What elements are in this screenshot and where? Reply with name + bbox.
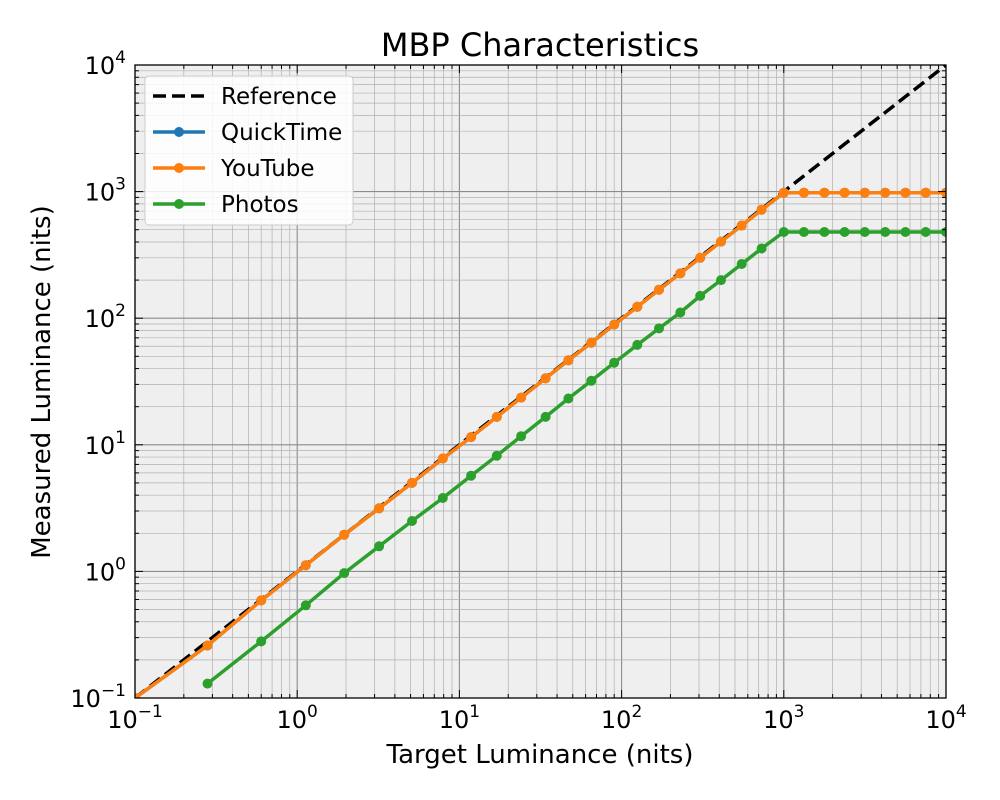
data-point-photos [654, 323, 664, 334]
data-point-youtube [695, 252, 706, 263]
data-point-photos [540, 411, 551, 422]
tick-labels: 10−1 100 101 102 103 104 10−1 100 101 102 103 104 [70, 48, 966, 734]
data-point-youtube [839, 187, 850, 198]
data-point-photos [609, 357, 620, 368]
legend-marker [174, 199, 184, 209]
data-point-photos [736, 259, 747, 269]
data-point-youtube [859, 187, 870, 198]
data-point-photos [407, 516, 417, 526]
data-point-photos [563, 393, 574, 404]
data-point-photos [466, 470, 477, 481]
x-tick-label: 10−1 [107, 702, 163, 734]
data-point-photos [900, 227, 911, 237]
data-point-photos [880, 227, 891, 237]
x-tick-label: 102 [601, 702, 642, 734]
data-point-youtube [256, 595, 267, 606]
data-point-youtube [437, 453, 448, 464]
y-tick-label: 103 [85, 175, 126, 207]
x-axis-label: Target Luminance (nits) [386, 740, 694, 770]
data-point-youtube [736, 220, 747, 231]
data-point-photos [920, 227, 931, 237]
data-point-youtube [135, 693, 140, 698]
data-point-youtube [716, 236, 726, 247]
data-point-youtube [339, 529, 350, 540]
chart-title: MBP Characteristics [381, 26, 699, 64]
y-axis-label: Measured Luminance (nits) [27, 205, 57, 559]
data-point-youtube [466, 432, 477, 443]
data-point-youtube [540, 373, 551, 384]
data-point-photos [859, 227, 870, 237]
legend-item-photos: Photos [153, 192, 299, 218]
y-tick-label: 104 [85, 48, 126, 80]
x-tick-label: 101 [439, 702, 480, 734]
y-tick-label: 101 [85, 428, 126, 460]
legend-box [144, 75, 354, 226]
legend-item-youtube: YouTube [153, 156, 315, 182]
legend-item-quicktime: QuickTime [153, 120, 342, 146]
data-point-photos [339, 568, 350, 579]
data-point-youtube [491, 411, 502, 422]
legend-label: QuickTime [221, 120, 342, 146]
data-point-photos [695, 290, 706, 301]
legend-label: Photos [221, 192, 299, 218]
data-point-youtube [563, 355, 574, 366]
legend-marker [174, 127, 184, 137]
data-point-photos [300, 600, 311, 611]
legend-label: Reference [221, 84, 337, 110]
y-tick-label: 102 [85, 301, 126, 333]
data-point-photos [756, 243, 767, 254]
data-point-photos [202, 678, 213, 689]
data-point-youtube [675, 268, 686, 279]
data-point-youtube [654, 284, 664, 295]
series-youtube [135, 187, 946, 698]
data-point-youtube [756, 204, 767, 215]
data-point-youtube [941, 187, 946, 198]
data-point-youtube [920, 187, 931, 198]
data-point-photos [516, 431, 527, 442]
legend-marker [174, 163, 184, 173]
legend-label: YouTube [220, 156, 315, 182]
plot-frame [134, 64, 947, 699]
data-point-youtube [632, 301, 643, 312]
data-point-youtube [202, 640, 213, 651]
data-point-youtube [900, 187, 911, 198]
legend-item-reference: Reference [153, 84, 337, 110]
data-point-youtube [798, 187, 809, 198]
data-point-youtube [374, 503, 385, 514]
data-point-photos [437, 493, 448, 503]
series-layer [135, 65, 946, 698]
data-point-photos [632, 339, 643, 350]
data-point-youtube [586, 337, 597, 348]
data-point-youtube [407, 477, 417, 488]
data-point-photos [374, 541, 385, 552]
data-point-youtube [778, 187, 789, 198]
x-tick-label: 100 [277, 702, 318, 734]
data-point-photos [839, 227, 850, 237]
data-point-photos [586, 375, 597, 386]
x-tick-label: 104 [925, 702, 966, 734]
data-point-youtube [516, 392, 527, 403]
data-point-youtube [880, 187, 891, 198]
data-point-youtube [300, 560, 311, 571]
data-point-youtube [819, 187, 830, 198]
data-point-youtube [609, 319, 620, 330]
y-tick-label: 100 [85, 554, 126, 586]
data-point-photos [778, 227, 789, 237]
y-tick-label: 10−1 [70, 681, 126, 713]
data-point-photos [675, 307, 686, 318]
legend: Reference QuickTime YouTube Photos [144, 75, 354, 226]
data-point-photos [491, 450, 502, 461]
data-point-photos [798, 227, 809, 237]
series-photos [202, 227, 946, 689]
x-tick-label: 103 [763, 702, 804, 734]
data-point-photos [256, 636, 267, 647]
data-point-photos [819, 227, 830, 237]
data-point-photos [716, 275, 726, 286]
ticks [134, 65, 946, 699]
